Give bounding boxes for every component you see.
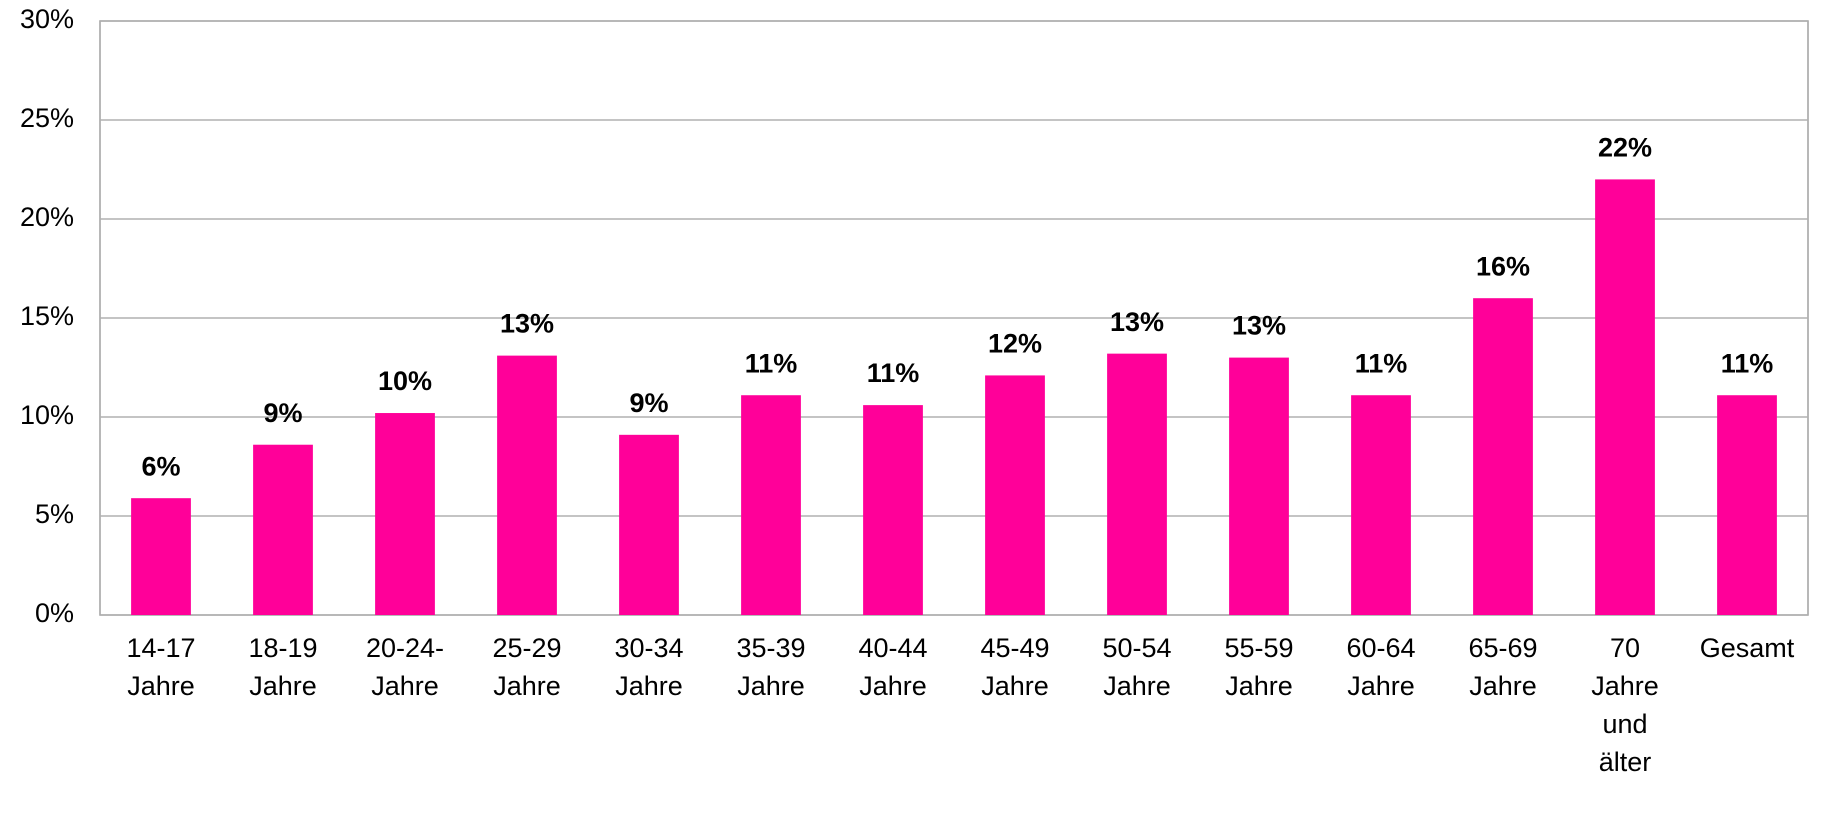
x-tick-label: 65-69 Jahre (1468, 633, 1537, 701)
value-label: 10% (378, 366, 432, 396)
y-tick-label: 20% (20, 202, 74, 232)
x-tick-label: 70 Jahre und älter (1591, 633, 1659, 777)
y-tick-label: 25% (20, 103, 74, 133)
bar (1717, 395, 1777, 615)
x-tick-label: 20-24-Jahre (366, 633, 444, 701)
value-label: 16% (1476, 251, 1530, 281)
x-tick-label: 55-59 Jahre (1224, 633, 1293, 701)
value-label: 11% (867, 358, 920, 388)
bar (619, 434, 679, 615)
bar (497, 355, 557, 615)
x-tick-label: Gesamt (1700, 633, 1795, 663)
value-label: 13% (1110, 307, 1164, 337)
x-tick-label: 60-64 Jahre (1346, 633, 1415, 701)
value-label: 13% (1232, 311, 1286, 341)
bar (1351, 395, 1411, 615)
y-tick-label: 10% (20, 400, 74, 430)
value-label: 11% (745, 348, 798, 378)
value-label: 11% (1721, 348, 1774, 378)
x-tick-label: 18-19 Jahre (248, 633, 317, 701)
value-label: 12% (988, 329, 1042, 359)
y-tick-label: 15% (20, 301, 74, 331)
y-tick-label: 5% (35, 499, 74, 529)
bar (985, 375, 1045, 615)
x-tick-label: 35-39 Jahre (736, 633, 805, 701)
value-label: 9% (629, 388, 668, 418)
value-label: 11% (1355, 348, 1408, 378)
value-label: 13% (500, 309, 554, 339)
value-label: 9% (263, 398, 302, 428)
x-tick-label: 50-54 Jahre (1102, 633, 1171, 701)
bar (1107, 353, 1167, 615)
bar (131, 498, 191, 615)
bar (1595, 179, 1655, 615)
x-tick-label: 40-44 Jahre (858, 633, 927, 701)
value-label: 22% (1598, 133, 1652, 163)
x-tick-label: 14-17 Jahre (126, 633, 195, 701)
bar (1473, 298, 1533, 615)
bar (375, 413, 435, 615)
x-tick-label: 30-34 Jahre (614, 633, 683, 701)
bar (253, 444, 313, 615)
bar (741, 395, 801, 615)
bar (1229, 357, 1289, 615)
x-tick-label: 45-49 Jahre (980, 633, 1049, 701)
value-label: 6% (141, 451, 180, 481)
y-tick-label: 0% (35, 598, 74, 628)
bar (863, 405, 923, 615)
x-tick-label: 25-29 Jahre (492, 633, 561, 701)
y-tick-label: 30% (20, 4, 74, 34)
